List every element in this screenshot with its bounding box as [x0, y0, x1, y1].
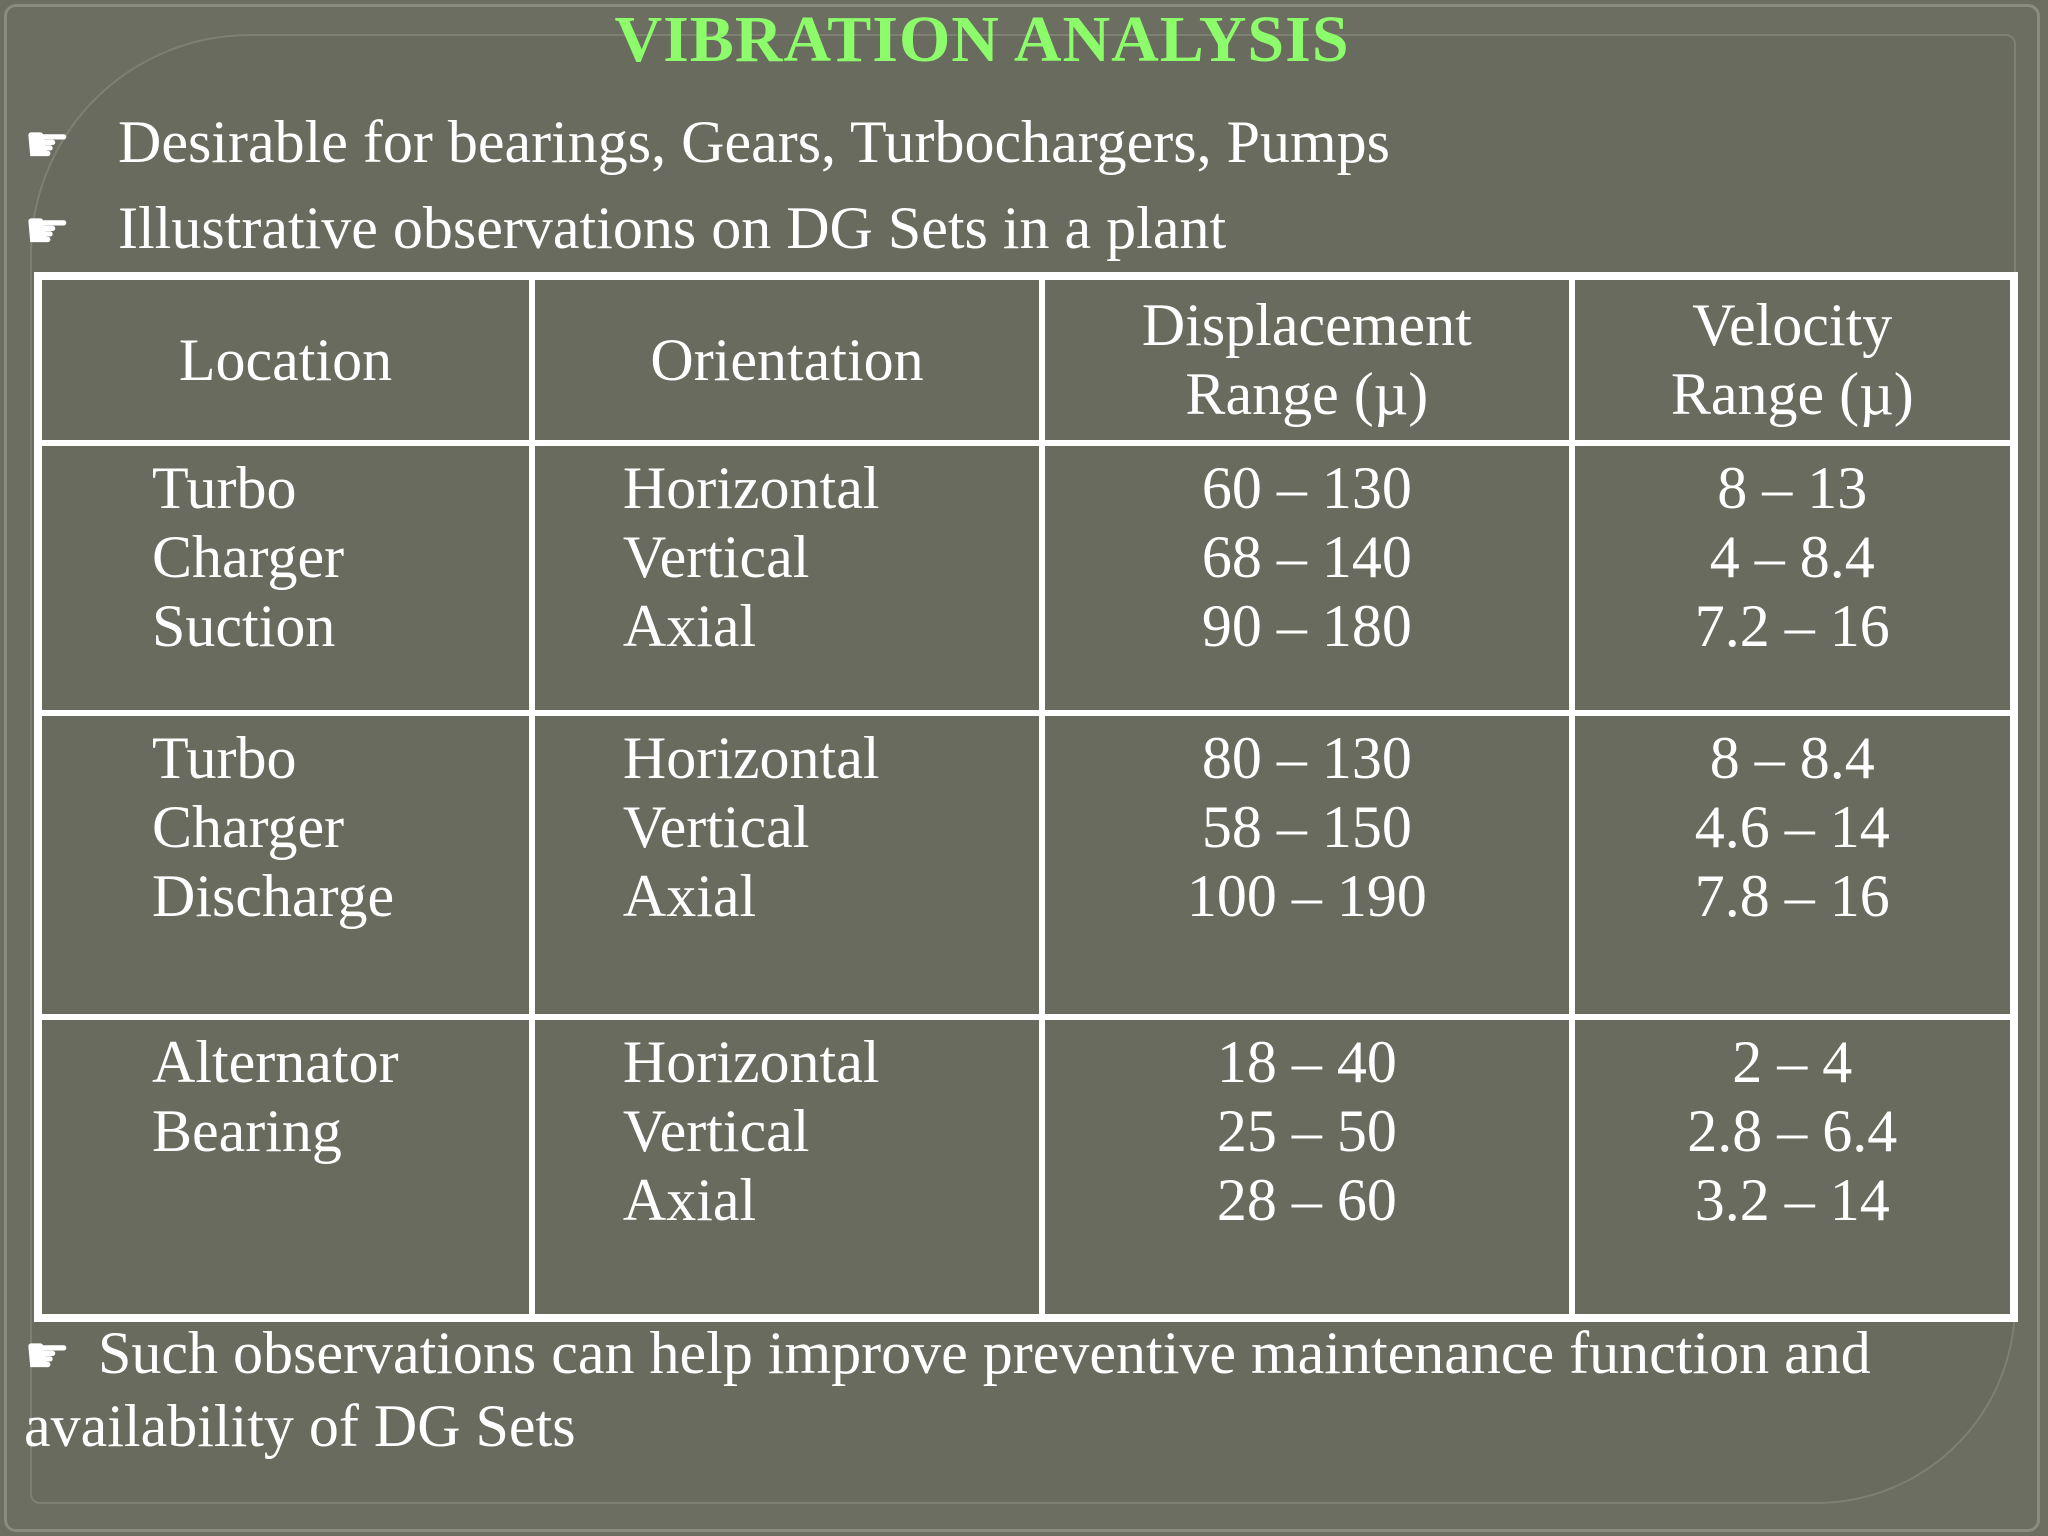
cell-text: Alternator [152, 1029, 399, 1095]
cell-displacement: 18 – 40 25 – 50 28 – 60 [1042, 1017, 1572, 1317]
header-label: Range (µ) [1185, 361, 1429, 427]
header-displacement: Displacement Range (µ) [1042, 277, 1572, 443]
cell-text: 58 – 150 [1201, 794, 1412, 860]
vibration-table: Location Orientation Displacement Range … [34, 272, 2018, 1322]
cell-text: Bearing [152, 1098, 342, 1164]
cell-text: 25 – 50 [1216, 1098, 1397, 1164]
cell-text: 80 – 130 [1201, 725, 1412, 791]
cell-text: Vertical [622, 524, 810, 590]
cell-text: Charger [152, 524, 345, 590]
cell-velocity: 2 – 4 2.8 – 6.4 3.2 – 14 [1571, 1017, 2013, 1317]
cell-text: Turbo [152, 455, 297, 521]
cell-orientation: Horizontal Vertical Axial [531, 443, 1043, 713]
cell-text: 90 – 180 [1201, 593, 1412, 659]
cell-text: 2 – 4 [1732, 1029, 1853, 1095]
slide-title: VIBRATION ANALYSIS [614, 3, 1350, 76]
bullet-text: Illustrative observations on DG Sets in … [118, 195, 1227, 261]
cell-text: Vertical [622, 794, 810, 860]
cell-velocity: 8 – 13 4 – 8.4 7.2 – 16 [1571, 443, 2013, 713]
table-row: Turbo Charger Discharge Horizontal Verti… [39, 713, 2013, 1017]
header-orientation: Orientation [531, 277, 1043, 443]
cell-text: 7.8 – 16 [1694, 863, 1890, 929]
header-label: Velocity [1692, 292, 1893, 358]
cell-text: 7.2 – 16 [1694, 593, 1890, 659]
cell-text: Suction [152, 593, 336, 659]
bullet-item: ☛ Desirable for bearings, Gears, Turbocha… [24, 107, 1390, 180]
cell-text: Vertical [622, 1098, 810, 1164]
cell-text: 2.8 – 6.4 [1687, 1098, 1898, 1164]
bullet-item: ☛ Illustrative observations on DG Sets in… [24, 193, 1226, 266]
table-row: Turbo Charger Suction Horizontal Vertica… [39, 443, 2013, 713]
header-label: Orientation [650, 326, 924, 393]
header-label: Displacement [1141, 292, 1472, 358]
pointing-hand-icon: ☛ [24, 1326, 71, 1386]
cell-text: Axial [622, 1167, 757, 1233]
cell-text: 100 – 190 [1186, 863, 1427, 929]
cell-text: Discharge [152, 863, 395, 929]
bullet-text: Desirable for bearings, Gears, Turbochar… [118, 109, 1390, 175]
cell-text: Turbo [152, 725, 297, 791]
header-label: Range (µ) [1670, 361, 1914, 427]
cell-orientation: Horizontal Vertical Axial [531, 1017, 1043, 1317]
cell-text: Horizontal [622, 725, 880, 791]
cell-text: Axial [622, 863, 757, 929]
cell-location: Turbo Charger Discharge [39, 713, 532, 1017]
cell-text: 18 – 40 [1216, 1029, 1397, 1095]
cell-text: 60 – 130 [1201, 455, 1412, 521]
pointing-hand-icon: ☛ [24, 115, 71, 175]
header-label: Location [178, 326, 393, 393]
table-header-row: Location Orientation Displacement Range … [39, 277, 2013, 443]
cell-displacement: 80 – 130 58 – 150 100 – 190 [1042, 713, 1572, 1017]
header-location: Location [39, 277, 532, 443]
pointing-hand-icon: ☛ [24, 201, 71, 261]
cell-velocity: 8 – 8.4 4.6 – 14 7.8 – 16 [1571, 713, 2013, 1017]
cell-text: 28 – 60 [1216, 1167, 1397, 1233]
cell-text: 3.2 – 14 [1694, 1167, 1890, 1233]
cell-text: 68 – 140 [1201, 524, 1412, 590]
cell-text: Axial [622, 593, 757, 659]
cell-location: Alternator Bearing [39, 1017, 532, 1317]
cell-text: Horizontal [622, 455, 880, 521]
header-velocity: Velocity Range (µ) [1571, 277, 2013, 443]
cell-text: Horizontal [622, 1029, 880, 1095]
cell-location: Turbo Charger Suction [39, 443, 532, 713]
bullet-item: ☛ Such observations can help improve prev… [24, 1318, 2014, 1461]
cell-displacement: 60 – 130 68 – 140 90 – 180 [1042, 443, 1572, 713]
cell-text: 4 – 8.4 [1709, 524, 1875, 590]
cell-text: Charger [152, 794, 345, 860]
cell-text: 8 – 13 [1717, 455, 1868, 521]
bullet-text: Such observations can help improve preve… [24, 1320, 1871, 1459]
cell-orientation: Horizontal Vertical Axial [531, 713, 1043, 1017]
cell-text: 8 – 8.4 [1709, 725, 1875, 791]
table-row: Alternator Bearing Horizontal Vertical A… [39, 1017, 2013, 1317]
cell-text: 4.6 – 14 [1694, 794, 1890, 860]
slide-outer-border [4, 4, 2040, 1532]
